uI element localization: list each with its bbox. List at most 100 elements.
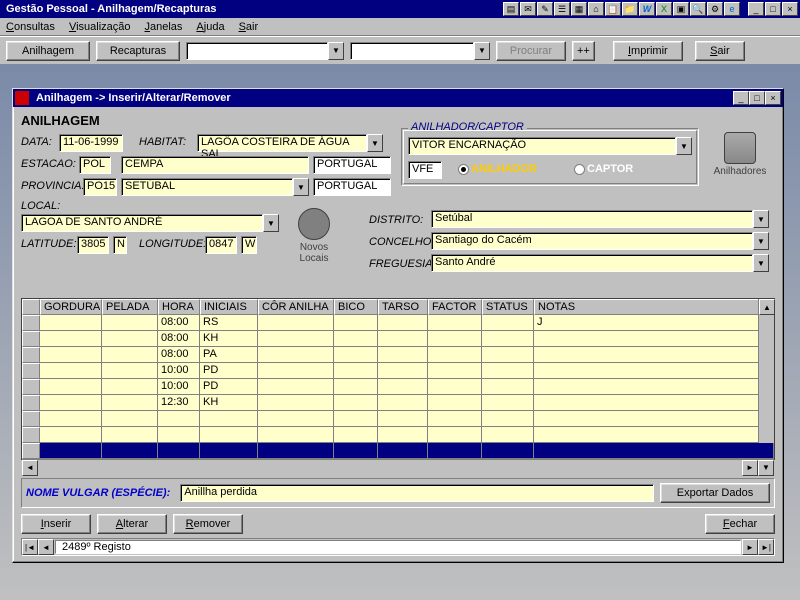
child-maximize-icon[interactable]: □ [749, 91, 765, 105]
close-icon[interactable]: × [782, 2, 798, 16]
table-row[interactable]: 10:00PD [22, 379, 774, 395]
chevron-down-icon[interactable]: ▼ [753, 210, 769, 228]
remover-button[interactable]: Remover [173, 514, 243, 534]
tray-icon[interactable]: 🔍 [690, 2, 706, 16]
tray-icon[interactable]: W [639, 2, 655, 16]
anilhadores-button[interactable]: Anilhadores [711, 132, 769, 177]
sair-button[interactable]: Sair [695, 41, 745, 61]
tray-icon[interactable]: 📁 [622, 2, 638, 16]
captor-group-title: ANILHADOR/CAPTOR [408, 121, 527, 133]
fechar-button[interactable]: Fechar [705, 514, 775, 534]
table-row[interactable]: 08:00RSJ [22, 315, 774, 331]
toolbar-combo-1[interactable]: ▼ [186, 42, 344, 60]
nav-next-icon[interactable]: ► [742, 539, 758, 555]
plus-button[interactable]: ++ [572, 41, 595, 61]
tray-icon[interactable]: X [656, 2, 672, 16]
estacao-field[interactable]: POL [79, 156, 111, 174]
table-row[interactable] [22, 427, 774, 443]
scroll-up-icon[interactable]: ▲ [759, 299, 775, 315]
captor-code-field: VFE [408, 161, 442, 179]
chevron-down-icon[interactable]: ▼ [328, 42, 344, 60]
mdi-area: Anilhagem -> Inserir/Alterar/Remover _ □… [0, 64, 800, 600]
nome-label: NOME VULGAR (ESPÉCIE): [26, 487, 170, 499]
scroll-down-icon[interactable]: ▼ [758, 460, 774, 476]
child-minimize-icon[interactable]: _ [733, 91, 749, 105]
captor-name-combo[interactable]: VITOR ENCARNAÇÃO▼ [408, 137, 692, 155]
local-combo[interactable]: LAGOA DE SANTO ANDRÉ▼ [21, 214, 279, 232]
concelho-combo[interactable]: Santiago do Cacém▼ [431, 232, 769, 250]
freguesia-combo[interactable]: Santo André▼ [431, 254, 769, 272]
tray-icon[interactable]: e [724, 2, 740, 16]
menu-janelas[interactable]: Janelas [145, 21, 183, 33]
data-label: DATA: [21, 136, 52, 148]
grid-scrollbar-h[interactable]: ◄ ► ▼ [22, 459, 774, 475]
chevron-down-icon[interactable]: ▼ [263, 214, 279, 232]
exportar-button[interactable]: Exportar Dados [660, 483, 770, 503]
table-row[interactable]: 10:00PD [22, 363, 774, 379]
provincia2-combo[interactable]: SETÚBAL▼ [121, 178, 309, 196]
table-row[interactable]: 08:00PA [22, 347, 774, 363]
procurar-button[interactable]: Procurar [496, 41, 566, 61]
chevron-down-icon[interactable]: ▼ [753, 232, 769, 250]
longitude-field[interactable]: 0847 [205, 236, 237, 254]
chevron-down-icon[interactable]: ▼ [753, 254, 769, 272]
scroll-left-icon[interactable]: ◄ [22, 460, 38, 476]
child-close-icon[interactable]: × [765, 91, 781, 105]
estacao-pais-field: PORTUGAL [313, 156, 391, 174]
chevron-down-icon[interactable]: ▼ [474, 42, 490, 60]
tray-icon[interactable]: ⚙ [707, 2, 723, 16]
imprimir-button[interactable]: Imprimir [613, 41, 683, 61]
table-row[interactable] [22, 443, 774, 459]
menu-ajuda[interactable]: Ajuda [196, 21, 224, 33]
toolbar-combo-2[interactable]: ▼ [350, 42, 490, 60]
radio-captor[interactable]: CAPTOR [574, 163, 633, 175]
tray-icon[interactable]: ⌂ [588, 2, 604, 16]
data-field[interactable]: 11-06-1999 [59, 134, 123, 152]
tray-icon[interactable]: ✉ [520, 2, 536, 16]
estacao2-field[interactable]: CEMPA [121, 156, 309, 174]
menu-visualizacao[interactable]: Visualização [69, 21, 131, 33]
nav-prev-icon[interactable]: ◄ [38, 539, 54, 555]
table-row[interactable]: 12:30KH [22, 395, 774, 411]
chevron-down-icon[interactable]: ▼ [367, 134, 383, 152]
child-titlebar: Anilhagem -> Inserir/Alterar/Remover _ □… [13, 89, 783, 107]
tray-icon[interactable]: ✎ [537, 2, 553, 16]
novos-locais-button[interactable]: Novos Locais [291, 208, 337, 264]
chevron-down-icon[interactable]: ▼ [293, 178, 309, 196]
minimize-icon[interactable]: _ [748, 2, 764, 16]
anilhagem-button[interactable]: Anilhagem [6, 41, 90, 61]
lat-hem-field[interactable]: N [113, 236, 127, 254]
tray-icon[interactable]: ▦ [571, 2, 587, 16]
nav-first-icon[interactable]: |◄ [22, 539, 38, 555]
tray-icon[interactable]: ☰ [554, 2, 570, 16]
data-grid[interactable]: GORDURA PELADA HORA INICIAIS CÔR ANILHA … [21, 298, 775, 460]
action-row: Inserir Alterar Remover Fechar [21, 514, 775, 534]
grid-scrollbar-v[interactable]: ▲ [758, 299, 774, 443]
latitude-field[interactable]: 3805 [77, 236, 109, 254]
globe-icon [298, 208, 330, 240]
distrito-combo[interactable]: Setúbal▼ [431, 210, 769, 228]
menu-consultas[interactable]: Consultas [6, 21, 55, 33]
freguesia-label: FREGUESIA: [369, 258, 436, 270]
provincia-pais-field: PORTUGAL [313, 178, 391, 196]
habitat-label: HABITAT: [139, 136, 186, 148]
nome-field[interactable]: Anillha perdida [180, 484, 654, 502]
menu-sair[interactable]: Sair [239, 21, 259, 33]
habitat-combo[interactable]: LAGÔA COSTEIRA DE ÁGUA SAL▼ [197, 134, 383, 152]
alterar-button[interactable]: Alterar [97, 514, 167, 534]
maximize-icon[interactable]: □ [765, 2, 781, 16]
chevron-down-icon[interactable]: ▼ [676, 137, 692, 155]
tray-icon[interactable]: ▤ [503, 2, 519, 16]
nav-last-icon[interactable]: ►| [758, 539, 774, 555]
table-row[interactable]: 08:00KH [22, 331, 774, 347]
radio-anilhador[interactable]: ANILHADOR [458, 163, 537, 175]
table-row[interactable] [22, 411, 774, 427]
lon-hem-field[interactable]: W [241, 236, 257, 254]
person-icon [724, 132, 756, 164]
inserir-button[interactable]: Inserir [21, 514, 91, 534]
recapturas-button[interactable]: Recapturas [96, 41, 180, 61]
provincia-field[interactable]: PO15 [83, 178, 117, 196]
scroll-right-icon[interactable]: ► [742, 460, 758, 476]
tray-icon[interactable]: 📋 [605, 2, 621, 16]
tray-icon[interactable]: ▣ [673, 2, 689, 16]
